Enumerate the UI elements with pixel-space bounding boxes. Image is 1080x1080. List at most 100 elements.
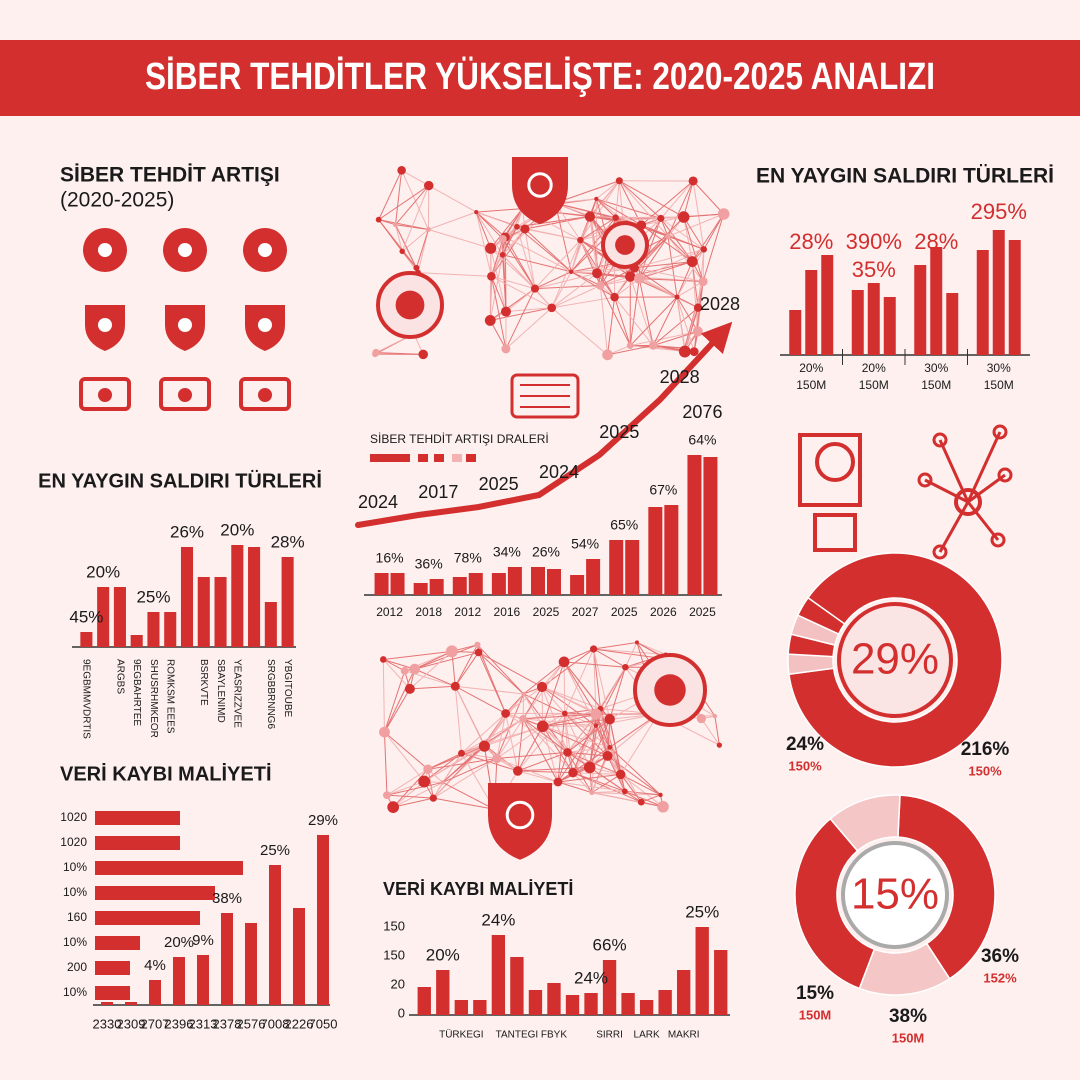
network-node (501, 344, 511, 354)
network-node (485, 242, 497, 254)
network-node (592, 268, 602, 279)
network-link (454, 686, 462, 754)
network-link (615, 180, 620, 218)
network-link (641, 224, 693, 262)
virus-core (615, 235, 635, 255)
x-tick-label: ARGBS (114, 659, 125, 694)
network-node (610, 292, 619, 302)
bar (992, 230, 1005, 355)
annotation: 390% (846, 229, 902, 254)
network-link (516, 215, 591, 228)
network-link (636, 641, 666, 655)
network-link (676, 296, 695, 352)
bar (390, 573, 405, 595)
bar (510, 957, 524, 1015)
network-node (712, 713, 718, 719)
x-tick-label: 20% (799, 361, 823, 375)
title-legend-swatch (370, 454, 410, 462)
network-node (423, 764, 433, 774)
vbar (149, 980, 161, 1005)
network-link (534, 239, 581, 289)
x-tick-label: 30% (924, 361, 948, 375)
network-link (386, 794, 434, 799)
network-link (461, 752, 497, 759)
x-tick-label: BSRKVTE (198, 659, 209, 706)
network-node (512, 766, 523, 776)
network-link (476, 208, 523, 213)
y-label: 150 (383, 918, 405, 933)
network-node (698, 276, 708, 287)
network-link (502, 254, 572, 273)
donut-center (841, 841, 949, 949)
annotation: 28% (271, 532, 305, 551)
bar (621, 993, 635, 1015)
network-node (590, 708, 602, 720)
bar-label: 36% (415, 556, 443, 572)
bar (491, 573, 506, 595)
network-link (455, 685, 524, 695)
bar (248, 547, 261, 647)
network-link (590, 216, 598, 274)
x-tick-sublabel: 150M (859, 378, 889, 392)
line-label: 2024 (358, 492, 398, 512)
network-link (542, 725, 591, 768)
annotation: 25% (685, 902, 719, 921)
x-tick-label: 2027 (572, 605, 599, 619)
network-link (505, 713, 568, 753)
network-link (551, 307, 608, 356)
network-link (496, 751, 568, 759)
side-label: 15% (796, 983, 834, 1004)
net-icon-link (938, 501, 970, 553)
network-link (455, 685, 506, 714)
network-link (595, 713, 609, 757)
network-node (604, 713, 615, 725)
bar (703, 457, 718, 595)
network-link (392, 768, 429, 808)
network-link (395, 224, 403, 252)
network-link (589, 714, 597, 768)
x-tick-label: 2012 (454, 605, 481, 619)
network-link (517, 751, 568, 772)
net-icon-link (966, 501, 1000, 541)
network-link (567, 751, 608, 757)
network-link (522, 718, 559, 783)
network-node (387, 801, 400, 813)
network-link (541, 686, 597, 727)
net-icon-node (992, 424, 1008, 440)
network-link (638, 236, 669, 279)
donut-segment (796, 596, 846, 636)
network-node (658, 792, 663, 798)
network-link (505, 288, 536, 350)
network-node (413, 264, 420, 271)
network-link (382, 659, 385, 733)
bar (658, 990, 672, 1015)
network-link (629, 276, 654, 346)
network-link (383, 732, 388, 796)
network-node (583, 761, 596, 774)
network-link (618, 180, 669, 237)
hbar (95, 911, 200, 925)
network-link (496, 725, 543, 759)
icon-detail (178, 318, 192, 332)
bar (677, 970, 691, 1015)
network-link (423, 745, 485, 783)
network-link (496, 718, 524, 759)
network-link (641, 794, 661, 803)
network-link (607, 719, 611, 756)
network-link (517, 726, 544, 772)
network-link (596, 180, 620, 200)
network-link (395, 224, 417, 269)
network-node (589, 645, 598, 653)
network-link (703, 213, 725, 250)
title-legend-swatch (418, 454, 428, 462)
bar (625, 540, 640, 595)
bar (687, 455, 702, 595)
x-tick-sublabel: 150M (984, 378, 1014, 392)
network-link (454, 686, 485, 747)
annotation: 26% (170, 522, 204, 541)
network-link (534, 284, 601, 290)
network-node (615, 177, 623, 185)
icon (159, 377, 211, 411)
row-label: 160 (67, 910, 87, 924)
bar-label: 64% (688, 432, 716, 448)
